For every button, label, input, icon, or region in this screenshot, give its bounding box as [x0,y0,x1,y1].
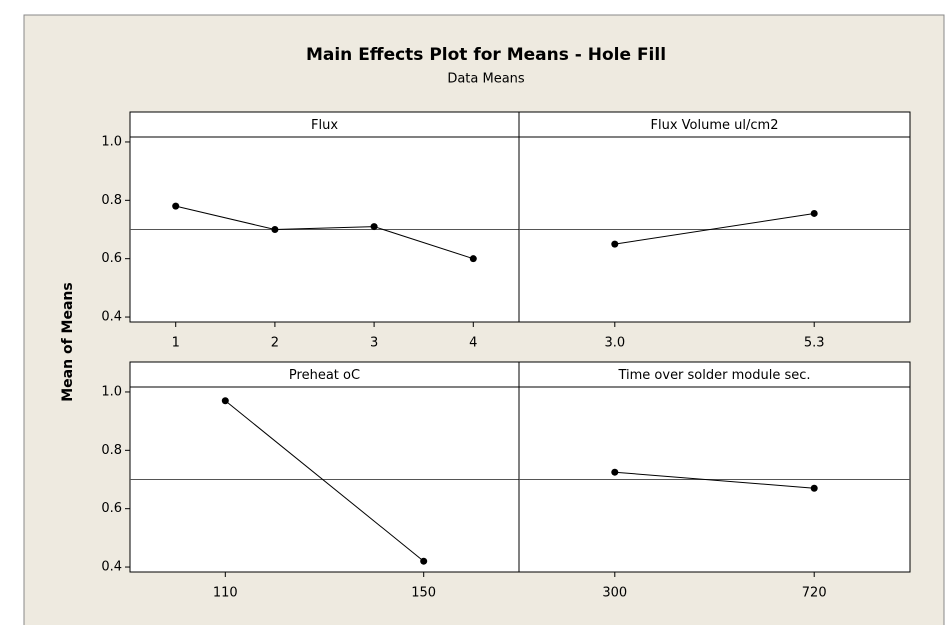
data-point [469,255,477,263]
panel-title: Flux [311,118,338,133]
panel-header [518,361,911,388]
x-tick-label: 1 [172,336,180,351]
x-tick-label: 110 [213,586,238,601]
x-tick-label: 5.3 [804,336,825,351]
data-point [271,226,279,233]
x-tick-label: 300 [602,586,627,601]
y-tick-label: 0.6 [101,251,122,266]
data-line [614,471,815,489]
x-tick-label: 2 [271,336,279,351]
data-point [810,484,818,492]
data-point [420,557,428,565]
y-tick-label: 0.4 [101,560,122,575]
x-tick-label: 3.0 [604,336,625,351]
data-line [614,212,815,245]
y-tick-label: 0.4 [101,310,122,325]
x-tick-label: 720 [802,586,827,601]
chart-title: Main Effects Plot for Means - Hole Fill [306,45,666,65]
panel-title: Flux Volume ul/cm2 [651,118,779,133]
y-tick-label: 1.0 [101,134,122,149]
chart-subtitle: Data Means [447,72,525,87]
data-point [221,397,229,405]
data-line [224,400,425,562]
y-tick-label: 0.8 [101,193,122,208]
data-point [810,209,818,217]
y-axis-title: Mean of Means [60,282,76,401]
data-point [370,223,378,231]
data-point [172,202,180,210]
x-tick-label: 150 [411,586,436,601]
panel-title: Time over solder module sec. [617,368,810,383]
y-tick-label: 0.6 [101,501,122,516]
panel-header [518,111,911,138]
x-tick-label: 3 [370,336,378,351]
y-tick-label: 1.0 [101,384,122,399]
data-point [611,468,619,476]
data-point [611,240,619,248]
y-tick-label: 0.8 [101,443,122,458]
x-tick-label: 4 [469,336,477,351]
panel-header [129,361,520,388]
panel-title: Preheat oC [289,368,360,383]
data-line [175,205,474,260]
